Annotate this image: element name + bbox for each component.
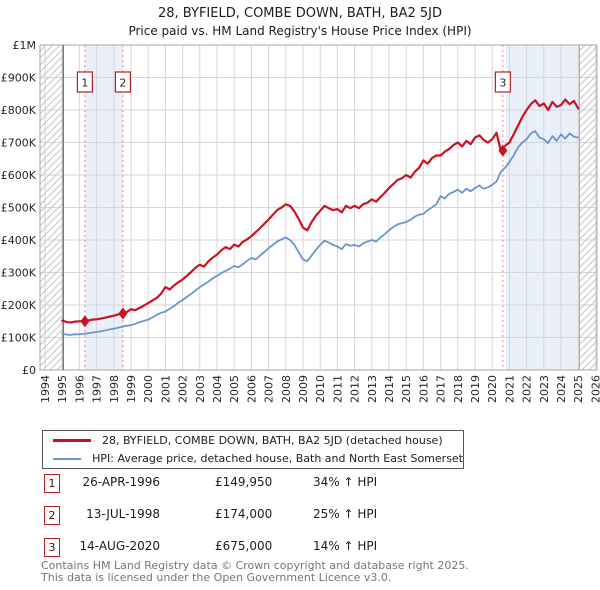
x-tick-label: 2016 xyxy=(417,375,430,403)
y-tick-label: £300K xyxy=(1,267,37,280)
hatched-band xyxy=(39,44,64,371)
sale-number-badge: 2 xyxy=(44,506,60,525)
x-tick-label: 2015 xyxy=(400,375,413,403)
y-tick-label: £1M xyxy=(13,39,37,52)
sale-number-box-label-3: 3 xyxy=(499,77,506,90)
sale-number-box-2 xyxy=(114,71,132,93)
hpi-average-line xyxy=(61,130,580,336)
y-tick-label: £0 xyxy=(22,364,36,377)
sale-date: 13-JUL-1998 xyxy=(86,507,160,521)
y-tick-label: £800K xyxy=(1,104,37,117)
transaction-row: 3 14-AUG-2020 £675,000 14% ↑ HPI xyxy=(0,538,600,557)
transaction-row: 1 26-APR-1996 £149,950 34% ↑ HPI xyxy=(0,474,600,493)
property-price-line xyxy=(61,98,580,324)
x-tick-label: 2006 xyxy=(245,375,258,403)
x-tick-label: 2002 xyxy=(177,375,190,403)
x-tick-label: 2010 xyxy=(314,375,327,403)
sale-hpi-change: 34% ↑ HPI xyxy=(313,475,378,489)
x-tick-label: 2022 xyxy=(521,375,534,403)
y-tick-label: £900K xyxy=(1,72,37,85)
page-subtitle: Price paid vs. HM Land Registry's House … xyxy=(128,24,472,38)
x-tick-label: 2023 xyxy=(538,375,551,403)
license-footer: Contains HM Land Registry data © Crown c… xyxy=(41,560,581,584)
sale-number-badge: 3 xyxy=(44,538,60,557)
x-tick-label: 2011 xyxy=(331,375,344,403)
sale-price: £149,950 xyxy=(215,475,273,489)
sale-number-box-3 xyxy=(494,71,511,93)
y-tick-label: £100K xyxy=(1,332,37,345)
footer-line-2: This data is licensed under the Open Gov… xyxy=(41,571,392,584)
x-tick-label: 2019 xyxy=(469,375,482,403)
sale-marker-diamond-3 xyxy=(498,144,508,157)
x-tick-label: 2013 xyxy=(366,375,379,403)
sale-marker-diamond-2 xyxy=(118,307,128,320)
footer-line-1: Contains HM Land Registry data © Crown c… xyxy=(41,559,469,572)
x-tick-label: 2025 xyxy=(572,375,585,403)
sale-marker-diamond-1 xyxy=(80,315,90,328)
x-tick-label: 2012 xyxy=(349,375,362,403)
x-tick-label: 2000 xyxy=(142,375,155,403)
x-tick-label: 2001 xyxy=(159,375,172,403)
x-tick-label: 2026 xyxy=(589,375,600,403)
x-tick-label: 1999 xyxy=(125,375,138,403)
y-tick-label: £400K xyxy=(1,234,37,247)
x-tick-label: 2009 xyxy=(297,375,310,403)
x-tick-label: 2021 xyxy=(503,375,516,403)
legend-item-property: 28, BYFIELD, COMBE DOWN, BATH, BA2 5JD (… xyxy=(43,432,463,449)
hatched-band xyxy=(578,44,598,371)
x-tick-label: 2018 xyxy=(452,375,465,403)
legend-label-property: 28, BYFIELD, COMBE DOWN, BATH, BA2 5JD (… xyxy=(102,434,443,447)
x-tick-label: 2007 xyxy=(263,375,276,403)
sale-date: 14-AUG-2020 xyxy=(79,539,161,553)
x-tick-label: 2003 xyxy=(194,375,207,403)
sale-number-badge: 1 xyxy=(44,474,60,493)
x-tick-label: 1994 xyxy=(39,375,52,403)
plot-border xyxy=(39,44,598,371)
hpi-line-sample xyxy=(53,457,82,460)
transaction-row: 2 13-JUL-1998 £174,000 25% ↑ HPI xyxy=(0,506,600,525)
sale-hpi-change: 25% ↑ HPI xyxy=(313,507,378,521)
x-tick-label: 2008 xyxy=(280,375,293,403)
y-tick-label: £700K xyxy=(1,137,37,150)
property-line-sample xyxy=(53,439,91,442)
x-tick-label: 2004 xyxy=(211,375,224,403)
sale-price: £675,000 xyxy=(215,539,273,553)
sale-number-box-label-1: 1 xyxy=(81,77,88,90)
legend-item-hpi: HPI: Average price, detached house, Bath… xyxy=(43,450,463,467)
sale-date: 26-APR-1996 xyxy=(82,475,160,489)
sale-number-box-label-2: 2 xyxy=(119,77,126,90)
x-tick-label: 1995 xyxy=(56,375,69,403)
y-tick-label: £600K xyxy=(1,169,37,182)
x-tick-label: 2014 xyxy=(383,375,396,403)
x-tick-label: 1997 xyxy=(91,375,104,403)
price-history-chart: 1 2 3 £0 £100K £200K £300K £400K £500K £600K £700K… xyxy=(1,39,600,403)
x-tick-label: 2020 xyxy=(486,375,499,403)
x-tick-label: 2017 xyxy=(435,375,448,403)
page-title: 28, BYFIELD, COMBE DOWN, BATH, BA2 5JD xyxy=(158,6,442,21)
y-tick-label: £500K xyxy=(1,202,37,215)
x-tick-label: 1998 xyxy=(108,375,121,403)
chart-legend: 28, BYFIELD, COMBE DOWN, BATH, BA2 5JD (… xyxy=(42,430,464,469)
sale-number-box-1 xyxy=(76,71,94,93)
x-tick-label: 2005 xyxy=(228,375,241,403)
sale-price: £174,000 xyxy=(215,507,273,521)
legend-label-hpi: HPI: Average price, detached house, Bath… xyxy=(92,452,463,465)
x-tick-label: 2024 xyxy=(555,375,568,403)
y-tick-label: £200K xyxy=(1,299,37,312)
x-tick-label: 1996 xyxy=(73,375,86,403)
sale-hpi-change: 14% ↑ HPI xyxy=(313,539,378,553)
